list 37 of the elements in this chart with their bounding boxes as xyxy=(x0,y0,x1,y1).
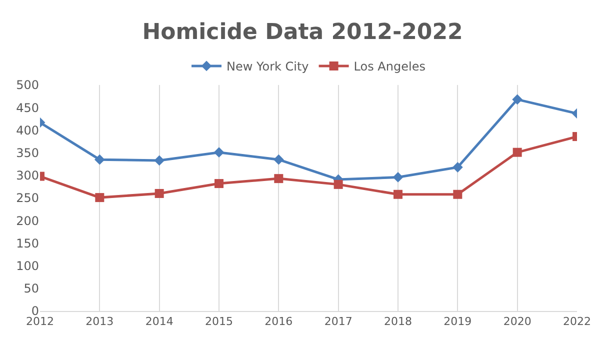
point xyxy=(95,193,104,202)
point xyxy=(512,148,522,157)
y-tick-label: 200 xyxy=(16,214,39,228)
x-tick-label: 2019 xyxy=(444,315,472,328)
point xyxy=(512,94,523,105)
y-tick-label: 350 xyxy=(16,146,39,160)
point xyxy=(273,154,284,165)
x-tick-label: 2020 xyxy=(503,315,532,328)
point xyxy=(154,155,165,166)
x-tick-label: 2017 xyxy=(324,315,352,328)
point xyxy=(334,180,343,189)
y-tick-label: 150 xyxy=(16,236,39,250)
y-tick-label: 500 xyxy=(16,78,39,92)
x-tick-label: 2016 xyxy=(264,315,293,328)
point xyxy=(453,190,462,199)
point xyxy=(394,190,402,199)
x-tick-label: 2018 xyxy=(384,315,412,328)
y-tick-label: 300 xyxy=(16,168,39,183)
point xyxy=(452,162,463,172)
point xyxy=(274,174,284,184)
y-tick-label: 50 xyxy=(24,282,39,296)
legend-label: Los Angeles xyxy=(354,60,426,74)
y-tick-label: 400 xyxy=(16,123,39,138)
point xyxy=(154,188,164,198)
x-tick-label: 2022 xyxy=(563,315,591,328)
chart-title: Homicide Data 2012-2022 xyxy=(142,20,463,46)
point xyxy=(392,172,404,182)
legend-label: New York City xyxy=(226,60,309,74)
y-tick-label: 450 xyxy=(16,100,39,115)
x-tick-label: 2015 xyxy=(205,315,233,328)
point xyxy=(214,179,224,188)
point xyxy=(214,147,224,158)
x-tick-label: 2013 xyxy=(86,315,114,328)
point xyxy=(94,154,105,165)
y-tick-label: 100 xyxy=(16,259,39,273)
x-tick-label: 2014 xyxy=(145,315,174,328)
y-tick-label: 250 xyxy=(16,191,39,206)
